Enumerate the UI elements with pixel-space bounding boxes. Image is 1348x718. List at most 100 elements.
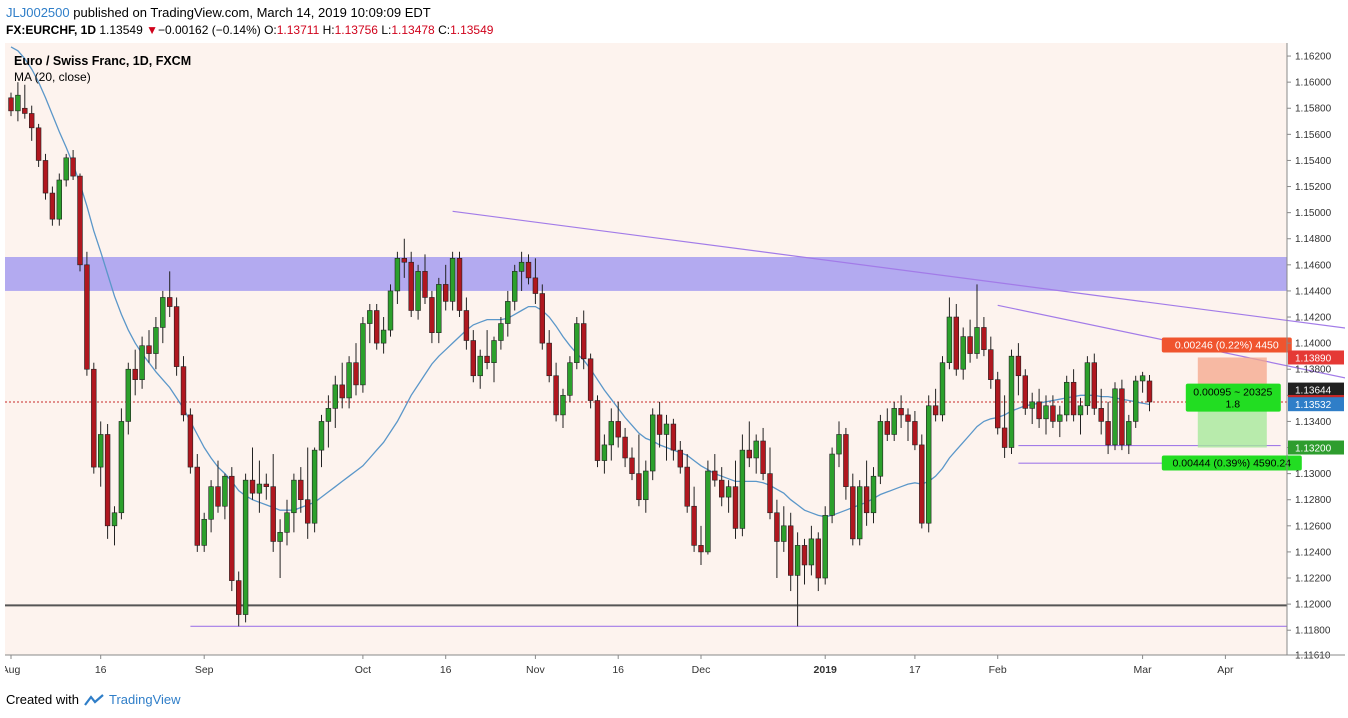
- candle-body: [1015, 355, 1022, 377]
- high-value: 1.13756: [334, 23, 378, 37]
- resistance-zone: [5, 257, 1287, 291]
- candle-body: [684, 466, 690, 507]
- candle: [394, 251, 401, 304]
- y-tick-label: 1.11610: [1295, 651, 1331, 662]
- candle: [698, 525, 704, 565]
- candle-body: [77, 175, 83, 266]
- candle: [1008, 349, 1015, 455]
- candle-body: [1022, 375, 1029, 409]
- candle: [28, 105, 35, 141]
- x-tick-label: Feb: [989, 664, 1007, 676]
- price-label-bg: [1288, 382, 1344, 397]
- stop-label: 0.00444 (0.39%) 4590.24: [1161, 455, 1302, 471]
- candle-body: [960, 336, 966, 370]
- candle: [1133, 375, 1139, 428]
- candle-body: [284, 512, 290, 533]
- candle-body: [1133, 380, 1139, 422]
- candle-body: [35, 127, 42, 161]
- candle: [1029, 392, 1035, 425]
- candle-body: [891, 408, 897, 435]
- low-label: L:: [381, 23, 392, 37]
- candle: [518, 251, 525, 291]
- open-label: O:: [264, 23, 277, 37]
- target-label-text: 0.00246 (0.22%) 4450: [1175, 339, 1279, 351]
- candle: [229, 467, 235, 592]
- candle: [1022, 369, 1029, 415]
- candle: [208, 480, 214, 533]
- candle-body: [367, 310, 373, 324]
- candle: [829, 447, 835, 524]
- candle: [898, 395, 904, 428]
- candle: [498, 317, 504, 350]
- candle-body: [484, 355, 490, 364]
- publish-info: JLJ002500 published on TradingView.com, …: [6, 5, 431, 20]
- candle: [270, 454, 276, 552]
- tradingview-link[interactable]: TradingView: [108, 692, 181, 707]
- candle-body: [974, 327, 980, 354]
- candle-body: [415, 271, 421, 311]
- candle: [974, 284, 980, 359]
- candle: [1050, 395, 1056, 428]
- candle-body: [49, 192, 56, 220]
- x-tick-label: 16: [95, 664, 107, 676]
- x-tick-label: Mar: [1134, 664, 1153, 676]
- candle: [801, 538, 808, 585]
- candle-body: [229, 475, 235, 581]
- candle-body: [505, 301, 511, 324]
- x-tick-label: 16: [440, 664, 452, 676]
- candle-body: [477, 355, 483, 377]
- candle-body: [939, 362, 946, 416]
- author-link[interactable]: JLJ002500: [6, 5, 70, 20]
- candle-body: [304, 499, 311, 524]
- candle-body: [1029, 401, 1035, 409]
- price-label-bg: [1288, 397, 1344, 412]
- candle: [49, 186, 56, 226]
- candle: [1139, 371, 1146, 393]
- candle: [132, 349, 138, 396]
- candle-body: [1146, 380, 1153, 403]
- price-label: 1.13200: [1288, 440, 1344, 455]
- legend-indicator: MA (20, close): [14, 70, 91, 84]
- candle-body: [863, 486, 870, 514]
- candle: [1105, 401, 1111, 455]
- plot-background: [5, 43, 1287, 655]
- candle: [42, 153, 49, 200]
- candle-body: [311, 449, 318, 524]
- candle: [249, 447, 256, 500]
- chart-area[interactable]: 0.00246 (0.22%) 4450 0.00095 ~ 20325 1.8 0.…: [2, 43, 1348, 683]
- candle-body: [718, 479, 725, 498]
- candle-body: [870, 475, 877, 514]
- candle-body: [298, 479, 304, 501]
- x-tick-label: 2019: [814, 664, 838, 676]
- y-tick-label: 1.16200: [1295, 52, 1332, 63]
- candle: [981, 317, 987, 357]
- candle: [746, 421, 753, 468]
- candle-body: [498, 323, 504, 341]
- publish-text: published on TradingView.com, March 14, …: [73, 5, 431, 20]
- candle-body: [277, 532, 283, 542]
- candle-body: [636, 473, 642, 501]
- candle: [946, 297, 953, 370]
- candle-body: [449, 258, 456, 302]
- candle: [222, 473, 228, 520]
- candle-body: [42, 160, 49, 194]
- candle: [56, 173, 63, 226]
- candle: [318, 414, 325, 468]
- candle-body: [1105, 421, 1111, 446]
- x-tick-label: Dec: [692, 664, 711, 676]
- candle-body: [649, 414, 656, 472]
- candle-body: [815, 538, 822, 579]
- candle: [919, 434, 925, 529]
- candle-body: [180, 366, 187, 416]
- candle: [953, 303, 960, 376]
- candle: [691, 486, 697, 552]
- candle-body: [884, 421, 891, 435]
- candle-body: [160, 297, 166, 328]
- candle-body: [774, 512, 780, 542]
- candle: [1070, 369, 1077, 422]
- candle-body: [346, 362, 352, 399]
- candle-body: [670, 423, 677, 451]
- candle: [1015, 343, 1022, 396]
- entry-label-text: 0.00095 ~ 20325: [1193, 387, 1272, 399]
